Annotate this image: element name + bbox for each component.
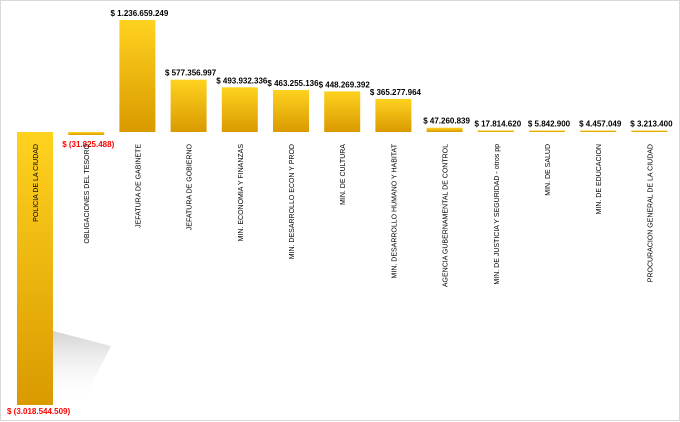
bar-shadows: [53, 331, 111, 405]
value-label-jefatura-de-gabinete: $ 1.236.659.249: [110, 9, 168, 18]
value-label-min-desarrollo-econ-y-prod: $ 463.255.136: [267, 79, 319, 88]
category-label-min-de-educacion: MIN. DE EDUCACION: [596, 144, 603, 214]
bar-min-desarrollo-humano-y-habitat: [375, 98, 412, 132]
bar-min-de-cultura: [324, 91, 361, 132]
value-label-min-de-justicia-y-seguridad-otros-pp: $ 17.814.620: [474, 119, 521, 128]
value-label-min-de-salud: $ 5.842.900: [528, 120, 571, 129]
value-label-min-de-cultura: $ 448.269.392: [319, 80, 371, 89]
category-label-jefatura-de-gabinete: JEFATURA DE GABINETE: [135, 144, 142, 228]
bar-min-de-educacion: [580, 130, 617, 132]
bar-min-de-justicia-y-seguridad-otros-pp: [477, 130, 514, 132]
value-label-min-de-educacion: $ 4.457.049: [579, 120, 622, 129]
bar-min-de-salud: [529, 130, 565, 132]
bar-agencia-gubernamental-de-control: [426, 127, 463, 132]
bar-jefatura-de-gabinete: [119, 20, 156, 132]
bar-min-desarrollo-econ-y-prod: [273, 90, 309, 132]
category-label-obligaciones-del-tesoro: OBLIGACIONES DEL TESORO: [84, 143, 91, 243]
value-label-policia-de-la-ciudad: $ (3.018.544.509): [7, 407, 70, 416]
value-label-min-economia-y-finanzas: $ 493.932.336: [216, 76, 268, 85]
bar-jefatura-de-gobierno: [170, 79, 207, 132]
value-label-agencia-gubernamental-de-control: $ 47.260.839: [423, 117, 470, 126]
category-label-procuracion-general-de-la-ciudad: PROCURACION GENERAL DE LA CIUDAD: [647, 144, 654, 282]
value-label-obligaciones-del-tesoro: $ (31.825.488): [62, 140, 114, 149]
bar-min-economia-y-finanzas: [221, 87, 258, 132]
bar-obligaciones-del-tesoro: [68, 132, 105, 135]
value-label-jefatura-de-gobierno: $ 577.356.997: [165, 69, 217, 78]
category-label-min-economia-y-finanzas: MIN. ECONOMIA Y FINANZAS: [238, 144, 245, 242]
category-label-min-de-cultura: MIN. DE CULTURA: [340, 144, 347, 205]
category-label-min-de-salud: MIN. DE SALUD: [545, 144, 552, 196]
bars: [17, 20, 668, 405]
bar-procuracion-general-de-la-ciudad: [631, 130, 668, 132]
category-label-jefatura-de-gobierno: JEFATURA DE GOBIERNO: [187, 143, 194, 230]
bar-shadow: [53, 331, 111, 405]
category-label-min-de-justicia-y-seguridad-otros-pp: MIN. DE JUSTICIA Y SEGURIDAD - otros pp: [494, 144, 501, 285]
category-label-policia-de-la-ciudad: POLICIA DE LA CIUDAD: [33, 144, 40, 222]
category-labels: POLICIA DE LA CIUDAD OBLIGACIONES DEL TES…: [33, 143, 654, 287]
value-labels: $ (3.018.544.509) $ (31.825.488) $ 1.236.6…: [7, 9, 673, 416]
value-label-min-desarrollo-humano-y-habitat: $ 365.277.964: [370, 88, 422, 97]
category-label-min-desarrollo-humano-y-habitat: MIN. DESARROLLO HUMANO Y HABITAT: [391, 143, 398, 278]
value-label-procuracion-general-de-la-ciudad: $ 3.213.400: [630, 120, 673, 129]
bar-policia-de-la-ciudad: [17, 132, 53, 405]
category-label-agencia-gubernamental-de-control: AGENCIA GUBERNAMENTAL DE CONTROL: [443, 144, 450, 287]
category-label-min-desarrollo-econ-y-prod: MIN. DESARROLLO ECON Y PROD: [289, 144, 296, 259]
